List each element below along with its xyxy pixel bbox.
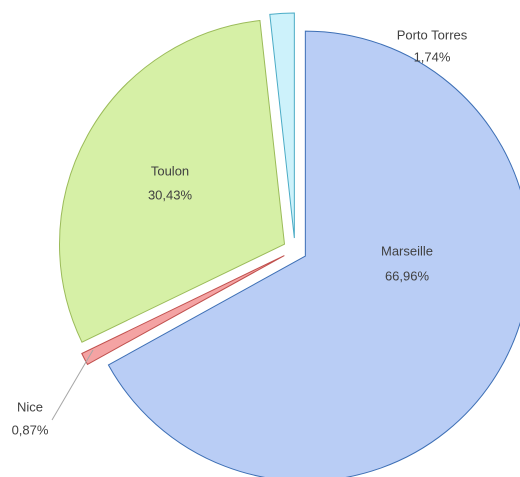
slice-value-label: 1,74% — [414, 49, 451, 64]
slice-label: Porto Torres — [397, 27, 468, 42]
pie-slice — [269, 12, 295, 239]
slice-value-label: 30,43% — [148, 187, 193, 202]
slice-label: Toulon — [151, 163, 189, 178]
slice-value-label: 0,87% — [12, 422, 49, 437]
slice-label: Nice — [17, 399, 43, 414]
slice-label: Marseille — [381, 243, 433, 258]
pie-slice — [59, 19, 286, 343]
pie-slice — [107, 30, 520, 477]
pie-slice — [81, 255, 285, 366]
leader-line — [51, 349, 94, 421]
slice-value-label: 66,96% — [385, 268, 430, 283]
